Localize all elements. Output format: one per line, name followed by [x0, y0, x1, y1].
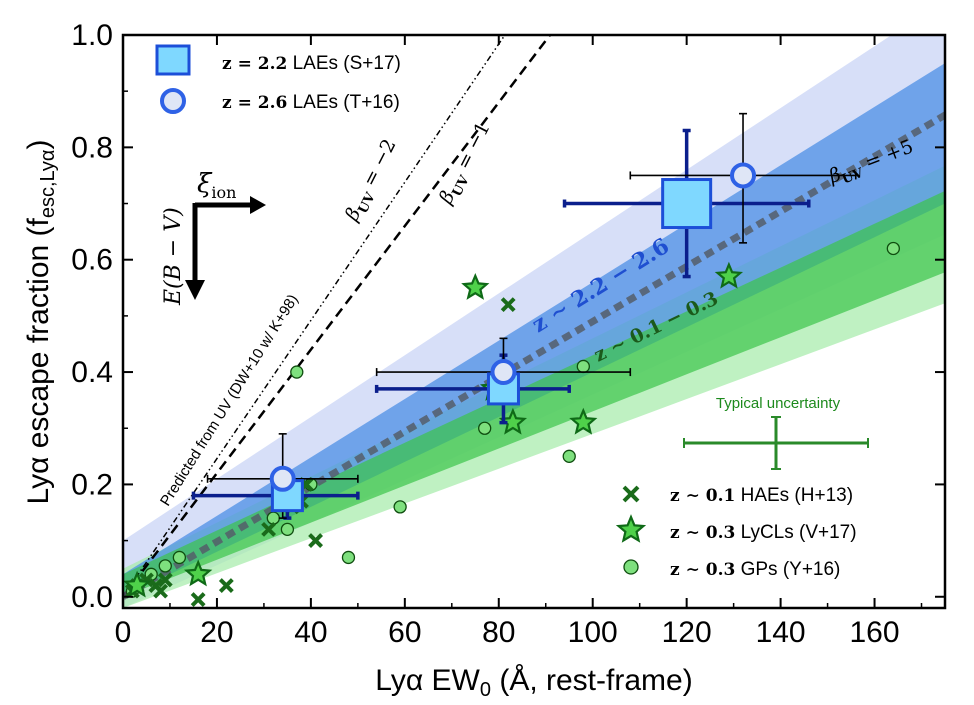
x-tick-label-5: 100 — [568, 616, 618, 649]
t16-point-0 — [269, 465, 296, 492]
lycl-point-1 — [183, 559, 213, 587]
hae-point-8 — [261, 521, 277, 537]
legend-hae-marker — [622, 485, 640, 503]
lycl-point-2 — [461, 272, 490, 300]
hae-point-13 — [500, 297, 516, 313]
gp-point-5 — [280, 522, 295, 537]
legend-gp-marker — [623, 559, 639, 575]
legends: z = 2.2 LAEs (S+17) z = 2.6 LAEs (T+16) z … — [155, 44, 857, 580]
x-axis-title: Lyα EW0 (Å, rest-frame) — [375, 664, 692, 701]
x-tick-label-8: 160 — [850, 616, 900, 649]
x-tick-label-4: 80 — [482, 616, 515, 649]
legend-s17-marker — [155, 44, 191, 76]
x-tick-label-3: 60 — [388, 616, 421, 649]
legend-s17-label: z = 2.2 LAEs (S+17) — [222, 53, 401, 74]
x-tick-label-2: 40 — [294, 616, 327, 649]
gp-point-2 — [158, 559, 172, 573]
xi-ion-label: ξion — [197, 169, 236, 202]
gp-point-11 — [562, 449, 576, 463]
xi-ebv-arrows — [185, 196, 266, 300]
typical-uncertainty-label: Typical uncertainty — [716, 395, 841, 412]
x-tick-label-7: 140 — [756, 616, 806, 649]
x-tick-label-6: 120 — [662, 616, 712, 649]
legend-t16-label: z = 2.6 LAEs (T+16) — [222, 92, 400, 113]
lycl-point-5 — [569, 407, 598, 435]
hae-point-5 — [157, 572, 173, 588]
x-tick-label-1: 20 — [200, 616, 233, 649]
hae-point-6 — [190, 592, 206, 607]
t16-point-1 — [490, 359, 517, 386]
t16-point-2 — [730, 162, 757, 189]
gp-point-9 — [393, 500, 407, 514]
high-z-band-inner — [123, 63, 945, 597]
gp-point-8 — [341, 550, 356, 565]
y-tick-label-4: 0.8 — [71, 131, 113, 164]
beta-minus2-label: βUV = −2 — [340, 135, 404, 226]
ebv-label: E(B − V) — [161, 207, 186, 306]
hae-point-7 — [218, 578, 234, 593]
y-tick-label-0: 0.0 — [71, 581, 113, 614]
legend-lycl-marker — [615, 514, 647, 543]
prediction-line-1 — [123, 35, 506, 598]
gp-point-6 — [290, 365, 304, 379]
plot-frame — [121, 33, 947, 610]
y-tick-label-5: 1.0 — [71, 19, 113, 52]
legend-lycl-label: z ∼ 0.3 LyCLs (V+17) — [670, 522, 857, 543]
axis-ticks: 0 20 40 60 80 100 120 140 160 0.0 0.2 0.4 0.6 0.8 1.0 — [71, 19, 945, 649]
beta-minus1-label: βUV = −1 — [434, 118, 498, 209]
data-points — [123, 112, 900, 607]
legend-gp-label: z ∼ 0.3 GPs (Y+16) — [670, 559, 840, 580]
s17-point-2 — [661, 178, 713, 230]
y-axis-title: Lyα escape fraction (fesc,Lyα) — [22, 140, 59, 505]
hae-point-4 — [153, 583, 168, 599]
y-tick-label-2: 0.4 — [71, 356, 113, 389]
gp-point-12 — [576, 359, 590, 374]
typical-uncertainty-errorbar — [683, 416, 869, 470]
gp-point-10 — [478, 421, 492, 435]
gp-point-3 — [172, 550, 187, 565]
gp-point-13 — [886, 241, 900, 256]
fit-bands — [123, 35, 945, 608]
hae-point-12 — [308, 533, 323, 549]
lycl-point-0 — [123, 570, 152, 598]
y-tick-label-1: 0.2 — [71, 468, 113, 501]
lycl-point-6 — [714, 261, 744, 289]
legend-t16-marker — [160, 88, 186, 114]
y-tick-label-3: 0.6 — [71, 244, 113, 277]
x-tick-label-0: 0 — [115, 616, 132, 649]
legend-hae-label: z ∼ 0.1 HAEs (H+13) — [670, 485, 853, 506]
prediction-line-0 — [123, 35, 552, 598]
